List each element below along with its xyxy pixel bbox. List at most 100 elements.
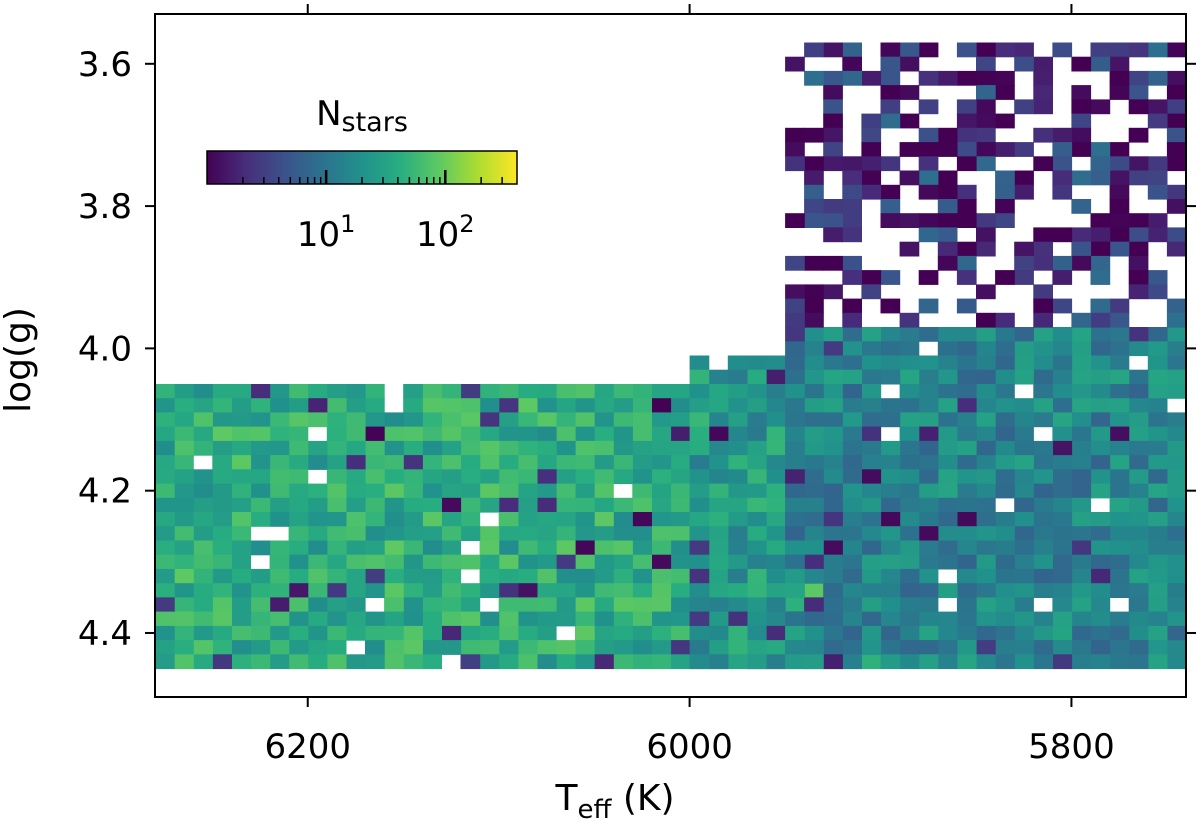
heatmap-cell	[670, 398, 691, 413]
heatmap-cell	[441, 469, 462, 485]
heatmap-cell	[155, 497, 175, 513]
heatmap-cell	[575, 398, 595, 413]
colorbar-tick-label: 102	[416, 210, 475, 255]
heatmap-cell	[1128, 526, 1149, 541]
heatmap-cell	[1166, 298, 1187, 314]
heatmap-cell	[1033, 540, 1053, 556]
heatmap-cell	[861, 455, 882, 470]
heatmap-cell	[441, 526, 462, 541]
heatmap-cell	[1109, 42, 1130, 58]
heatmap-cell	[1090, 412, 1111, 428]
heatmap-cell	[1128, 255, 1149, 271]
heatmap-cell	[613, 554, 633, 570]
heatmap-cell	[880, 99, 901, 115]
heatmap-cell	[479, 384, 500, 399]
heatmap-cell	[174, 469, 194, 485]
x-axis-label-subscript: eff	[577, 795, 612, 821]
heatmap-cell	[1128, 398, 1149, 413]
heatmap-cell	[384, 640, 404, 655]
heatmap-cell	[441, 540, 462, 556]
heatmap-cell	[1071, 199, 1092, 214]
heatmap-cell	[899, 554, 920, 570]
heatmap-cell	[307, 597, 328, 613]
heatmap-cell	[746, 597, 767, 613]
heatmap-cell	[651, 554, 672, 570]
heatmap-cell	[727, 369, 748, 385]
heatmap-cell	[823, 113, 843, 129]
heatmap-cell	[842, 654, 862, 670]
heatmap-cell	[804, 440, 824, 456]
heatmap-cell	[441, 512, 462, 527]
heatmap-cell	[1033, 611, 1053, 627]
heatmap-cell	[861, 611, 882, 627]
heatmap-cell	[365, 384, 385, 399]
heatmap-cell	[976, 227, 996, 243]
heatmap-cell	[746, 426, 767, 442]
heatmap-cell	[632, 469, 652, 485]
heatmap-cell	[842, 184, 862, 200]
heatmap-cell	[231, 611, 252, 627]
heatmap-cell	[1014, 640, 1034, 655]
heatmap-cell	[422, 568, 442, 584]
heatmap-cell	[1033, 85, 1053, 100]
heatmap-cell	[174, 483, 194, 499]
heatmap-cell	[575, 426, 595, 442]
heatmap-cell	[689, 412, 710, 428]
heatmap-cell	[995, 583, 1015, 598]
heatmap-cell	[365, 568, 385, 584]
heatmap-cell	[422, 426, 442, 442]
heatmap-cell	[1033, 127, 1053, 143]
heatmap-cell	[689, 568, 710, 584]
heatmap-cell	[1014, 512, 1034, 527]
heatmap-cell	[785, 611, 805, 627]
heatmap-cell	[575, 497, 595, 513]
heatmap-cell	[403, 497, 423, 513]
heatmap-cell	[288, 455, 309, 470]
x-tick-label: 6200	[264, 727, 351, 767]
heatmap-cell	[517, 440, 538, 456]
heatmap-cell	[937, 184, 958, 200]
heatmap-cell	[632, 455, 652, 470]
heatmap-cell	[384, 440, 404, 456]
heatmap-cell	[555, 483, 576, 499]
heatmap-cell	[365, 469, 385, 485]
heatmap-cell	[727, 469, 748, 485]
heatmap-cell	[956, 241, 977, 257]
heatmap-cell	[1128, 241, 1149, 257]
heatmap-cell	[918, 611, 939, 627]
heatmap-cell	[785, 597, 805, 613]
heatmap-cell	[880, 611, 901, 627]
y-tick-label: 3.8	[78, 187, 132, 227]
heatmap-cell	[823, 440, 843, 456]
heatmap-cell	[345, 526, 366, 541]
heatmap-cell	[995, 384, 1015, 399]
heatmap-cell	[498, 625, 519, 641]
heatmap-cell	[1071, 398, 1092, 413]
heatmap-cell	[976, 611, 996, 627]
heatmap-cell	[785, 568, 805, 584]
heatmap-cell	[842, 426, 862, 442]
heatmap-cell	[689, 583, 710, 598]
heatmap-cell	[899, 312, 920, 328]
heatmap-cell	[632, 597, 652, 613]
heatmap-cell	[956, 99, 977, 115]
heatmap-cell	[689, 625, 710, 641]
heatmap-cell	[288, 540, 309, 556]
heatmap-cell	[155, 611, 175, 627]
heatmap-cell	[842, 255, 862, 271]
heatmap-cell	[899, 568, 920, 584]
heatmap-cell	[1071, 526, 1092, 541]
heatmap-cell	[555, 398, 576, 413]
heatmap-cell	[1090, 341, 1111, 357]
heatmap-cell	[632, 440, 652, 456]
heatmap-cell	[422, 469, 442, 485]
heatmap-cell	[231, 625, 252, 641]
heatmap-cell	[269, 583, 290, 598]
heatmap-cell	[555, 426, 576, 442]
heatmap-cell	[441, 568, 462, 584]
heatmap-cell	[193, 483, 213, 499]
heatmap-cell	[804, 583, 824, 598]
x-axis: 6200 6000 5800	[264, 4, 1115, 767]
heatmap-cell	[727, 512, 748, 527]
heatmap-cell	[1033, 255, 1053, 271]
